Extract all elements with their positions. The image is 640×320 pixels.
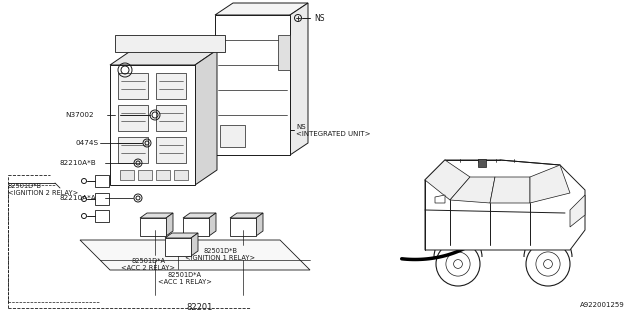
Polygon shape bbox=[115, 35, 225, 52]
Polygon shape bbox=[530, 165, 570, 203]
Polygon shape bbox=[478, 159, 486, 167]
Polygon shape bbox=[165, 233, 198, 238]
Text: 0474S: 0474S bbox=[75, 140, 98, 146]
Polygon shape bbox=[156, 137, 186, 163]
Circle shape bbox=[446, 252, 470, 276]
Polygon shape bbox=[425, 160, 585, 250]
Polygon shape bbox=[425, 160, 470, 200]
Text: NS: NS bbox=[314, 13, 324, 22]
Circle shape bbox=[536, 252, 560, 276]
Polygon shape bbox=[156, 105, 186, 131]
Polygon shape bbox=[435, 195, 445, 203]
Polygon shape bbox=[230, 213, 263, 218]
Polygon shape bbox=[140, 218, 166, 236]
Text: 82501D*A
<ACC 1 RELAY>: 82501D*A <ACC 1 RELAY> bbox=[158, 272, 212, 285]
Text: 82210A*B: 82210A*B bbox=[60, 160, 97, 166]
Polygon shape bbox=[110, 50, 217, 65]
Polygon shape bbox=[138, 170, 152, 180]
Polygon shape bbox=[183, 218, 209, 236]
Polygon shape bbox=[174, 170, 188, 180]
Polygon shape bbox=[140, 213, 173, 218]
Polygon shape bbox=[165, 238, 191, 256]
Polygon shape bbox=[118, 105, 148, 131]
Polygon shape bbox=[490, 177, 530, 203]
Polygon shape bbox=[215, 3, 308, 15]
Polygon shape bbox=[110, 65, 195, 185]
Polygon shape bbox=[120, 170, 134, 180]
Polygon shape bbox=[80, 240, 310, 270]
Polygon shape bbox=[118, 73, 148, 99]
Polygon shape bbox=[256, 213, 263, 236]
Polygon shape bbox=[183, 213, 216, 218]
Text: 82501D*B
<IGNITION 1 RELAY>: 82501D*B <IGNITION 1 RELAY> bbox=[185, 248, 255, 261]
Polygon shape bbox=[95, 210, 109, 222]
Circle shape bbox=[543, 260, 552, 268]
Text: 82501D*A
<ACC 2 RELAY>: 82501D*A <ACC 2 RELAY> bbox=[121, 258, 175, 271]
Polygon shape bbox=[195, 50, 217, 185]
Circle shape bbox=[436, 242, 480, 286]
Polygon shape bbox=[95, 175, 109, 187]
Text: 82210A*A: 82210A*A bbox=[60, 195, 97, 201]
Text: A922001259: A922001259 bbox=[580, 302, 625, 308]
Circle shape bbox=[454, 260, 462, 268]
Polygon shape bbox=[156, 73, 186, 99]
Polygon shape bbox=[166, 213, 173, 236]
Polygon shape bbox=[156, 170, 170, 180]
Polygon shape bbox=[118, 137, 148, 163]
Polygon shape bbox=[290, 3, 308, 155]
Text: N37002: N37002 bbox=[65, 112, 93, 118]
Text: NS
<INTEGRATED UNIT>: NS <INTEGRATED UNIT> bbox=[296, 124, 371, 137]
Polygon shape bbox=[220, 125, 245, 147]
Text: 82201: 82201 bbox=[187, 302, 213, 311]
Polygon shape bbox=[95, 193, 109, 205]
Text: 82501D*B
<IGNITION 2 RELAY>: 82501D*B <IGNITION 2 RELAY> bbox=[8, 183, 78, 196]
Polygon shape bbox=[209, 213, 216, 236]
Polygon shape bbox=[450, 177, 495, 203]
Polygon shape bbox=[570, 195, 585, 227]
Circle shape bbox=[526, 242, 570, 286]
Polygon shape bbox=[278, 35, 290, 70]
Polygon shape bbox=[230, 218, 256, 236]
Polygon shape bbox=[191, 233, 198, 256]
Polygon shape bbox=[215, 15, 290, 155]
